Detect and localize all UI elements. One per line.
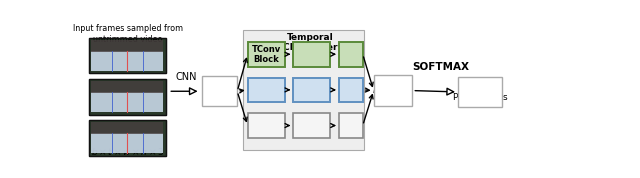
Bar bbox=[248, 42, 285, 67]
Bar bbox=[293, 78, 330, 102]
Bar bbox=[92, 81, 163, 93]
Bar bbox=[92, 92, 163, 112]
Bar bbox=[89, 79, 166, 115]
Bar bbox=[248, 78, 285, 102]
Text: SOFTMAX: SOFTMAX bbox=[413, 62, 470, 72]
Bar bbox=[339, 42, 363, 67]
Bar bbox=[92, 122, 163, 134]
Bar bbox=[339, 113, 363, 138]
Text: $b \times t \times l$: $b \times t \times l$ bbox=[202, 86, 237, 97]
Text: $b \times t \times w \times h \times 3$: $b \times t \times w \times h \times 3$ bbox=[91, 146, 164, 157]
Bar bbox=[89, 79, 166, 115]
Bar bbox=[92, 133, 163, 153]
Text: Temporal
CNN tower: Temporal CNN tower bbox=[284, 33, 338, 52]
Bar bbox=[339, 78, 363, 102]
Bar bbox=[92, 40, 163, 52]
Bar bbox=[243, 30, 364, 150]
Bar bbox=[89, 120, 166, 156]
Bar bbox=[458, 77, 502, 107]
Text: Input frames sampled from
untrimmed video: Input frames sampled from untrimmed vide… bbox=[72, 24, 182, 43]
Text: CNN: CNN bbox=[176, 72, 197, 82]
Text: TConv
Block: TConv Block bbox=[252, 44, 281, 64]
Bar bbox=[202, 76, 237, 106]
Bar bbox=[89, 120, 166, 156]
Text: Class
Probabilities: Class Probabilities bbox=[452, 82, 508, 102]
Bar bbox=[293, 42, 330, 67]
Bar bbox=[92, 51, 163, 71]
Bar bbox=[374, 75, 412, 106]
Text: $b \times t_0 \times c$: $b \times t_0 \times c$ bbox=[372, 84, 414, 97]
Bar bbox=[293, 113, 330, 138]
Bar bbox=[89, 38, 166, 74]
Bar bbox=[248, 113, 285, 138]
Bar bbox=[89, 38, 166, 74]
